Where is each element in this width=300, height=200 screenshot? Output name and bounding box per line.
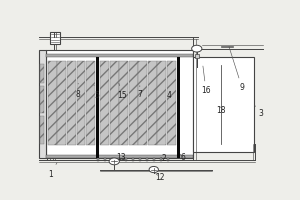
Bar — [67, 61, 76, 145]
Text: 2: 2 — [161, 154, 167, 163]
Bar — [148, 61, 157, 145]
Bar — [167, 158, 169, 161]
Bar — [40, 64, 44, 83]
Bar — [125, 158, 127, 161]
Text: 6: 6 — [180, 153, 185, 162]
Text: 9: 9 — [229, 47, 244, 92]
Bar — [86, 61, 95, 145]
Circle shape — [149, 166, 158, 173]
Bar — [176, 57, 180, 158]
Text: 8: 8 — [76, 83, 81, 99]
Bar — [96, 57, 99, 158]
Bar — [97, 158, 99, 161]
Text: 4: 4 — [167, 91, 171, 100]
Bar — [193, 57, 254, 152]
Text: 15: 15 — [118, 83, 127, 100]
Bar — [46, 50, 193, 158]
Bar — [153, 158, 155, 161]
Bar — [110, 61, 118, 145]
Text: 12: 12 — [155, 173, 164, 182]
Circle shape — [192, 45, 202, 52]
Bar — [48, 61, 57, 145]
Bar — [40, 86, 44, 113]
Bar — [118, 158, 120, 161]
Bar — [167, 61, 176, 145]
Bar — [138, 61, 147, 145]
Bar — [46, 54, 193, 57]
Bar — [46, 155, 193, 158]
Bar — [119, 61, 128, 145]
Bar — [104, 158, 106, 161]
Text: 7: 7 — [137, 86, 142, 99]
Bar — [139, 158, 141, 161]
Bar — [195, 54, 199, 58]
Text: 5: 5 — [94, 85, 99, 100]
Bar — [129, 61, 138, 145]
Bar — [132, 158, 134, 161]
Bar — [40, 116, 44, 144]
Circle shape — [109, 158, 119, 165]
Bar — [158, 61, 166, 145]
Text: 1: 1 — [48, 163, 57, 179]
Bar — [146, 158, 148, 161]
Bar — [76, 61, 85, 145]
Bar — [160, 158, 162, 161]
Text: 16: 16 — [201, 66, 211, 95]
Text: 13: 13 — [116, 153, 126, 162]
Text: 3: 3 — [255, 106, 263, 118]
Bar — [100, 61, 109, 145]
Text: 18: 18 — [216, 106, 226, 115]
Bar — [39, 50, 46, 158]
Bar — [50, 32, 60, 44]
Bar — [58, 61, 66, 145]
Bar — [111, 158, 113, 161]
